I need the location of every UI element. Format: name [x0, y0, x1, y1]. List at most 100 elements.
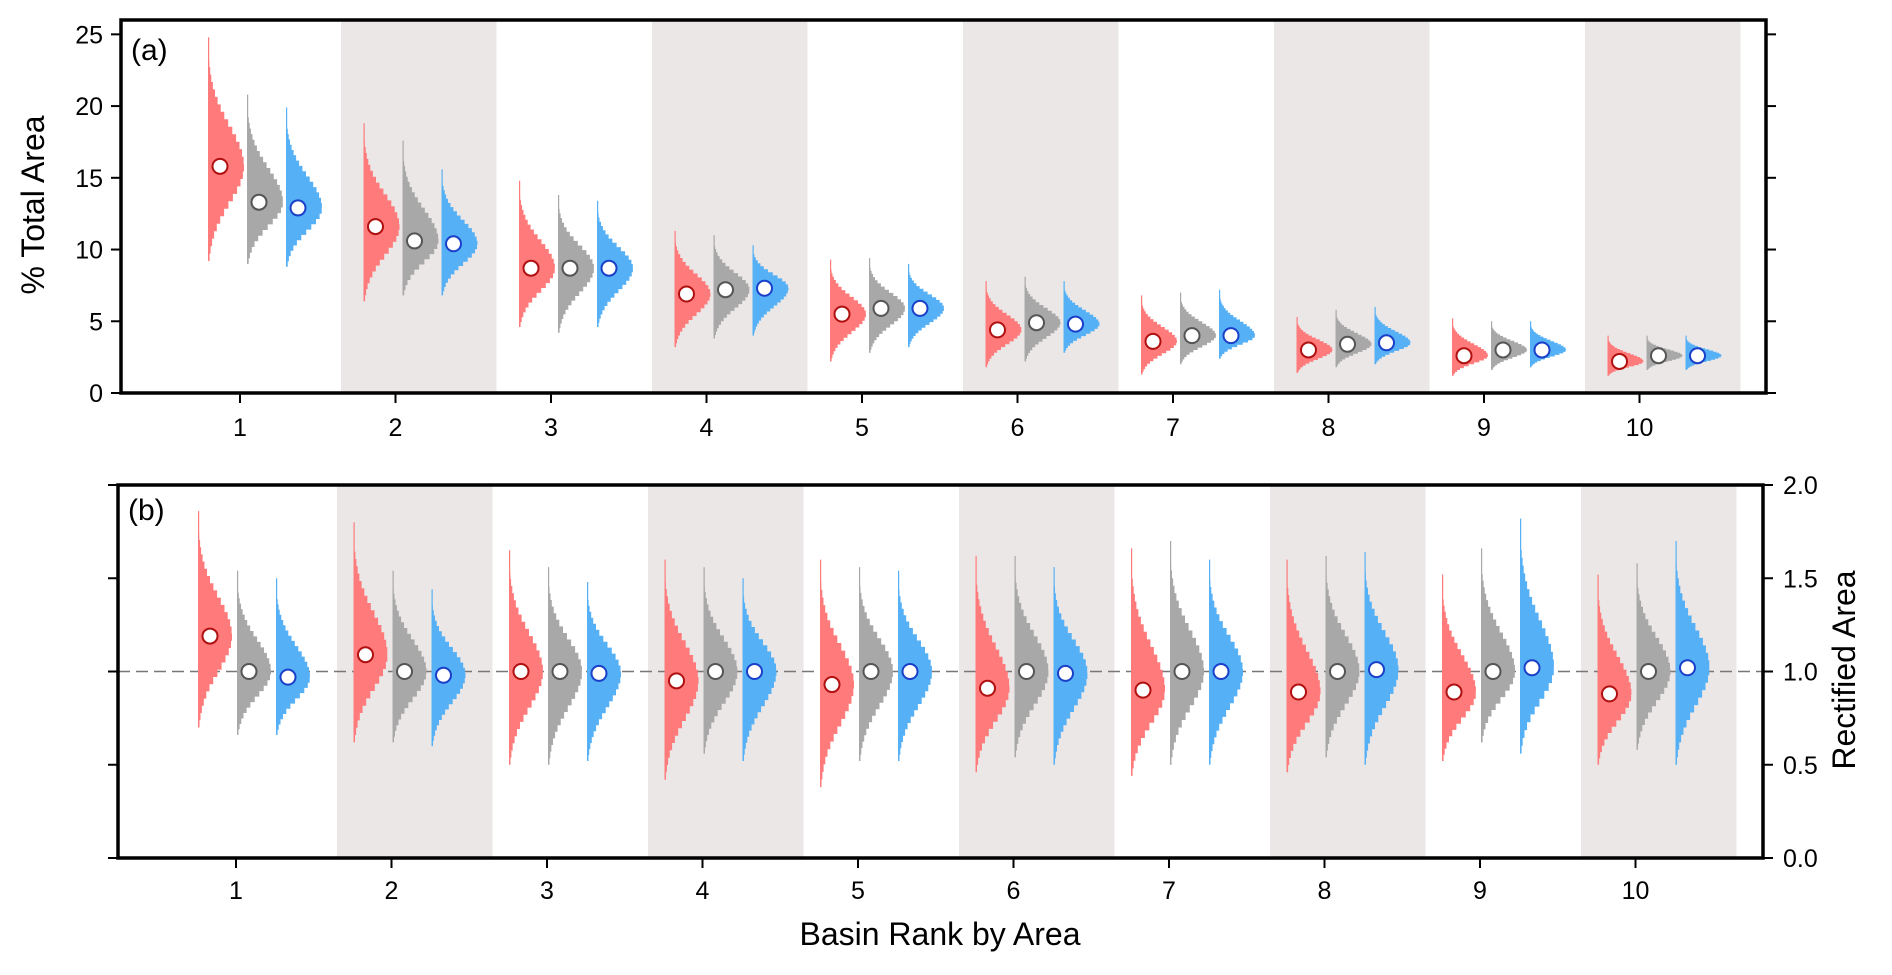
mean-marker-blue-rank-7	[1222, 327, 1240, 345]
histogram-gray-rank-10	[1636, 563, 1671, 750]
x-tick-label: 6	[1011, 414, 1025, 442]
histogram-red-rank-4	[664, 559, 699, 780]
mean-marker-red-rank-6	[989, 321, 1006, 339]
mean-marker-blue-rank-2	[445, 235, 462, 253]
histogram-red-rank-8	[1286, 559, 1321, 773]
mean-marker-blue-rank-6	[1057, 664, 1074, 682]
panel-b-x-axis-title: Basin Rank by Area	[799, 916, 1080, 952]
mean-marker-blue-rank-4	[756, 279, 773, 297]
histogram-gray-rank-7	[1170, 541, 1204, 765]
mean-marker-blue-rank-9	[1523, 659, 1541, 677]
mean-marker-red-rank-9	[1455, 347, 1473, 365]
mean-marker-red-rank-2	[357, 646, 374, 664]
mean-marker-red-rank-5	[823, 676, 841, 694]
histogram-blue-rank-7	[1209, 559, 1243, 765]
mean-marker-gray-rank-6	[1028, 314, 1045, 332]
x-tick-label: 10	[1626, 414, 1654, 442]
mean-marker-red-rank-2	[367, 218, 384, 236]
panel-a-frame	[119, 18, 1768, 395]
histogram-red-rank-9	[1442, 574, 1476, 761]
panel-b-label: (b)	[128, 494, 165, 527]
panel-a-x-ticks: 1 2 3 4 5 6 7 8 9 10	[233, 393, 1653, 442]
mean-marker-gray-rank-7	[1183, 327, 1201, 345]
mean-marker-gray-rank-3	[551, 663, 569, 680]
mean-marker-blue-rank-8	[1368, 661, 1385, 679]
y-tick-label: 25	[75, 21, 103, 49]
x-tick-label: 4	[696, 877, 710, 905]
mean-marker-blue-rank-1	[289, 199, 307, 217]
mean-marker-blue-rank-8	[1378, 334, 1395, 352]
mean-marker-gray-rank-1	[250, 193, 268, 211]
histogram-blue-rank-6	[1053, 567, 1088, 765]
histogram-blue-rank-8	[1364, 552, 1399, 765]
mean-marker-gray-rank-2	[396, 663, 413, 680]
x-tick-label: 10	[1622, 877, 1650, 905]
mean-marker-gray-rank-4	[707, 663, 724, 680]
histogram-red-rank-3	[509, 550, 543, 765]
mean-marker-red-rank-8	[1290, 683, 1307, 701]
mean-marker-gray-rank-8	[1339, 335, 1356, 353]
histogram-red-rank-1	[198, 511, 232, 728]
panel-b-y-ticks: 0.0 0.5 1.0 1.5 2.0	[108, 472, 1818, 873]
mean-marker-blue-rank-5	[911, 299, 929, 317]
x-tick-label: 1	[233, 414, 247, 442]
x-tick-label: 1	[229, 877, 243, 905]
mean-marker-gray-rank-5	[862, 663, 880, 680]
histogram-blue-rank-10	[1675, 541, 1710, 765]
mean-marker-blue-rank-10	[1679, 659, 1696, 677]
mean-marker-red-rank-10	[1601, 685, 1618, 703]
histogram-red-rank-2	[353, 522, 388, 743]
y-tick-label: 5	[89, 308, 103, 336]
histogram-blue-rank-1	[276, 578, 310, 735]
x-tick-label: 3	[540, 877, 554, 905]
histogram-gray-rank-6	[1014, 555, 1049, 758]
x-tick-label: 8	[1318, 877, 1332, 905]
mean-marker-blue-rank-1	[279, 668, 297, 686]
mean-marker-blue-rank-2	[435, 666, 452, 684]
panel-a-y-axis-title: % Total Area	[15, 115, 51, 294]
mean-marker-gray-rank-5	[872, 299, 890, 317]
histogram-gray-rank-5	[859, 567, 893, 761]
x-tick-label: 4	[700, 414, 714, 442]
shaded-band-10	[1585, 20, 1741, 393]
x-tick-label: 7	[1166, 414, 1180, 442]
histogram-gray-rank-9	[1481, 548, 1515, 743]
histogram-red-rank-9	[1452, 318, 1488, 376]
x-tick-label: 9	[1477, 414, 1491, 442]
mean-marker-blue-rank-3	[600, 259, 618, 277]
histogram-red-rank-7	[1131, 548, 1165, 776]
histogram-gray-rank-1	[247, 94, 283, 264]
y-tick-label: 10	[75, 237, 103, 265]
mean-marker-gray-rank-7	[1173, 663, 1191, 680]
y-tick-label: 0.0	[1783, 845, 1818, 873]
histogram-blue-rank-7	[1219, 289, 1255, 359]
mean-marker-red-rank-4	[678, 285, 695, 303]
x-tick-label: 5	[855, 414, 869, 442]
panel-a-label: (a)	[131, 34, 168, 67]
histogram-gray-rank-4	[703, 567, 738, 754]
x-tick-label: 2	[385, 877, 399, 905]
panel-a: 0 5 10 15 20 25 1 2 3 4 5 6 7 8 9 10 (a) % Total Area	[15, 18, 1776, 442]
histogram-red-rank-1	[208, 37, 244, 262]
histogram-blue-rank-6	[1063, 281, 1100, 353]
panel-a-mean-markers	[211, 157, 1706, 370]
y-tick-label: 2.0	[1783, 472, 1818, 500]
histogram-blue-rank-9	[1520, 518, 1554, 754]
histogram-red-rank-7	[1141, 295, 1177, 375]
mean-marker-red-rank-7	[1144, 332, 1162, 350]
x-tick-label: 9	[1473, 877, 1487, 905]
panel-b-y-axis-title: Rectified Area	[1826, 570, 1862, 769]
y-tick-label: 0	[89, 380, 103, 408]
mean-marker-gray-rank-9	[1494, 341, 1512, 359]
mean-marker-red-rank-7	[1134, 681, 1152, 699]
x-tick-label: 2	[389, 414, 403, 442]
mean-marker-gray-rank-10	[1640, 663, 1657, 680]
mean-marker-blue-rank-4	[746, 663, 763, 680]
x-tick-label: 8	[1322, 414, 1336, 442]
y-tick-label: 1.5	[1783, 565, 1818, 593]
mean-marker-red-rank-3	[512, 663, 530, 680]
mean-marker-gray-rank-8	[1329, 663, 1346, 680]
histogram-red-rank-6	[975, 555, 1010, 773]
mean-marker-red-rank-6	[979, 679, 996, 697]
